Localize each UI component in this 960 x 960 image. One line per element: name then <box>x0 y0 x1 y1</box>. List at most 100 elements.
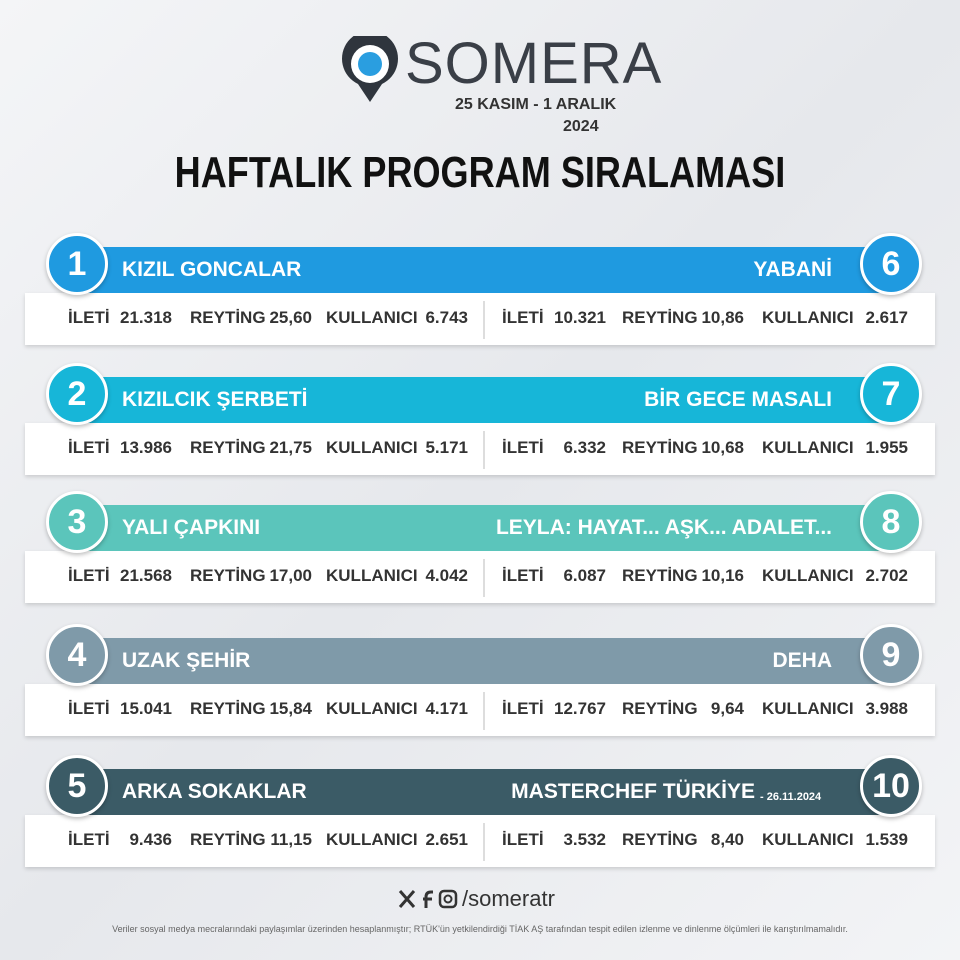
program-name: UZAK ŞEHİR <box>122 649 251 672</box>
stat-label: KULLANICI <box>762 308 854 327</box>
rank-badge: 2 <box>46 363 108 425</box>
program-name: LEYLA: HAYAT... AŞK... ADALET... <box>495 516 832 539</box>
stat-label: REYTİNG <box>622 699 698 718</box>
stat-label: REYTİNG <box>622 438 698 457</box>
stat-label: REYTİNG <box>622 308 698 327</box>
social-icons <box>398 889 458 909</box>
stat-value: 3.532 <box>563 830 606 849</box>
program-name: KIZIL GONCALAR <box>122 258 302 281</box>
divider <box>483 431 485 469</box>
stat-label: İLETİ <box>502 699 544 718</box>
divider <box>483 823 485 861</box>
stat-value: 4.042 <box>425 566 468 585</box>
stat-value: 8,40 <box>710 830 744 849</box>
social-handle: /someratr <box>462 886 555 911</box>
stat-value: 2.702 <box>865 566 908 585</box>
disclaimer: Veriler sosyal medya mecralarındaki payl… <box>112 924 848 934</box>
stat-value: 1.539 <box>865 830 908 849</box>
program-note: - 26.11.2024 <box>760 791 822 803</box>
title-bar <box>78 247 890 293</box>
stat-label: REYTİNG <box>190 438 266 457</box>
stat-label: REYTİNG <box>622 830 698 849</box>
stats-panel <box>25 551 935 603</box>
stats-panel <box>25 423 935 475</box>
stat-label: İLETİ <box>502 830 544 849</box>
stat-value: 5.171 <box>425 438 468 457</box>
program-name: YABANİ <box>753 258 832 281</box>
rank-badge: 4 <box>46 624 108 686</box>
stat-label: KULLANICI <box>762 438 854 457</box>
stat-value: 11,15 <box>270 830 312 849</box>
stats-panel <box>25 815 935 867</box>
title: HAFTALIK PROGRAM SIRALAMASI <box>174 148 786 197</box>
title-bar <box>78 769 890 815</box>
stats-panel <box>25 293 935 345</box>
stat-label: KULLANICI <box>762 830 854 849</box>
stat-value: 6.743 <box>425 308 468 327</box>
stat-value: 10,68 <box>701 438 744 457</box>
stat-value: 21.318 <box>120 308 172 327</box>
title-bar <box>78 505 890 551</box>
dates: 25 KASIM - 1 ARALIK <box>455 96 617 113</box>
divider <box>483 559 485 597</box>
stat-label: KULLANICI <box>762 566 854 585</box>
stats-panel <box>25 684 935 736</box>
stat-label: REYTİNG <box>190 699 266 718</box>
stat-label: İLETİ <box>502 566 544 585</box>
stat-label: REYTİNG <box>622 566 698 585</box>
stat-value: 1.955 <box>865 438 908 457</box>
year: 2024 <box>563 118 599 135</box>
stat-value: 6.087 <box>563 566 606 585</box>
stat-label: KULLANICI <box>326 308 418 327</box>
program-name: MASTERCHEF TÜRKİYE <box>511 780 755 803</box>
stat-value: 12.767 <box>554 699 606 718</box>
stat-value: 21,75 <box>269 438 312 457</box>
program-name: BİR GECE MASALI <box>644 388 832 411</box>
stat-value: 17,00 <box>269 566 312 585</box>
rank-badge: 1 <box>46 233 108 295</box>
stat-label: İLETİ <box>68 308 110 327</box>
stat-label: İLETİ <box>502 438 544 457</box>
stat-label: İLETİ <box>68 699 110 718</box>
rank-badge: 8 <box>860 491 922 553</box>
stat-label: İLETİ <box>68 830 110 849</box>
stat-label: KULLANICI <box>326 566 418 585</box>
stat-value: 15,84 <box>269 699 312 718</box>
stat-label: REYTİNG <box>190 830 266 849</box>
stat-value: 25,60 <box>269 308 312 327</box>
stat-value: 6.332 <box>563 438 606 457</box>
divider <box>483 692 485 730</box>
stat-label: İLETİ <box>68 566 110 585</box>
stat-value: 9.436 <box>129 830 172 849</box>
rank-badge: 3 <box>46 491 108 553</box>
title-bar <box>78 377 890 423</box>
stat-label: KULLANICI <box>326 699 418 718</box>
divider <box>483 301 485 339</box>
stat-value: 10.321 <box>554 308 606 327</box>
rank-badge: 9 <box>860 624 922 686</box>
stat-value: 9,64 <box>710 699 744 718</box>
program-name: DEHA <box>772 649 832 672</box>
title-bar <box>78 638 890 684</box>
stat-value: 4.171 <box>425 699 468 718</box>
stat-value: 10,86 <box>701 308 744 327</box>
stat-value: 2.617 <box>865 308 908 327</box>
stat-label: İLETİ <box>502 308 544 327</box>
program-name: KIZILCIK ŞERBETİ <box>122 388 308 411</box>
brand: SOMERA <box>405 31 663 96</box>
rank-badge: 10 <box>860 755 922 817</box>
rank-badge: 5 <box>46 755 108 817</box>
stat-value: 21.568 <box>120 566 172 585</box>
stat-label: İLETİ <box>68 438 110 457</box>
logo-pin <box>342 36 398 102</box>
rank-badge: 7 <box>860 363 922 425</box>
stat-label: KULLANICI <box>326 438 418 457</box>
stat-value: 13.986 <box>120 438 172 457</box>
stat-label: REYTİNG <box>190 566 266 585</box>
stat-label: KULLANICI <box>762 699 854 718</box>
stat-label: KULLANICI <box>326 830 418 849</box>
stat-label: REYTİNG <box>190 308 266 327</box>
stat-value: 10,16 <box>701 566 744 585</box>
stat-value: 3.988 <box>865 699 908 718</box>
